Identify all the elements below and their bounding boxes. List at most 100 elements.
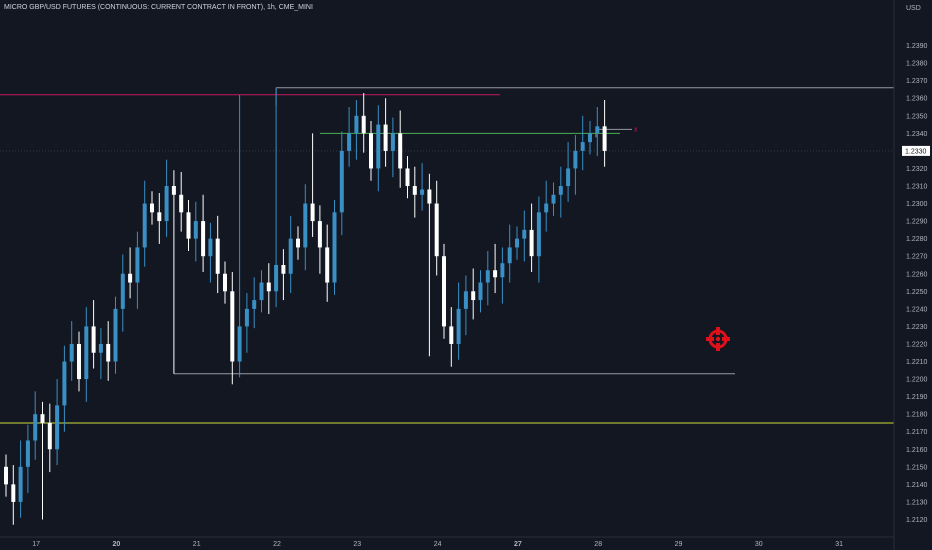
time-tick-label: 30 bbox=[755, 541, 763, 548]
candle-body bbox=[332, 212, 337, 283]
candle-body bbox=[529, 229, 534, 257]
price-tick-label: 1.2140 bbox=[906, 482, 928, 489]
time-tick-label: 23 bbox=[353, 541, 361, 548]
price-tick-label: 1.2350 bbox=[906, 113, 928, 120]
candle-body bbox=[120, 273, 125, 309]
price-tick-label: 1.2120 bbox=[906, 517, 928, 524]
price-tick-label: 1.2260 bbox=[906, 271, 928, 278]
candle-body bbox=[580, 142, 585, 151]
currency-label: USD bbox=[906, 5, 921, 12]
candle-body bbox=[507, 247, 512, 264]
candle-body bbox=[551, 194, 556, 204]
candle-body bbox=[106, 343, 111, 362]
candle-body bbox=[40, 414, 45, 423]
candle-body bbox=[361, 115, 366, 134]
price-tick-label: 1.2360 bbox=[906, 96, 928, 103]
candle-body bbox=[471, 291, 476, 301]
price-tick-label: 1.2240 bbox=[906, 306, 928, 313]
time-axis: 17 20 21 22 23 24 27 28 29 30 31 bbox=[32, 541, 843, 548]
price-tick-label: 1.2370 bbox=[906, 78, 928, 85]
candle-body bbox=[573, 150, 578, 169]
candle-body bbox=[602, 126, 607, 151]
time-tick-label: 17 bbox=[32, 541, 40, 548]
candle-body bbox=[69, 343, 74, 362]
horizontal-levels[interactable]: x bbox=[0, 87, 894, 424]
price-tick-label: 1.2300 bbox=[906, 201, 928, 208]
candle-body bbox=[62, 361, 67, 406]
time-tick-label: 21 bbox=[193, 541, 201, 548]
candle-body bbox=[420, 189, 425, 195]
price-tick-label: 1.2290 bbox=[906, 219, 928, 226]
price-tick-label: 1.2390 bbox=[906, 43, 928, 50]
candle-body bbox=[157, 212, 162, 222]
candle-body bbox=[485, 270, 490, 283]
candle-body bbox=[317, 221, 322, 248]
candle-body bbox=[113, 308, 118, 362]
price-tick-label: 1.2230 bbox=[906, 324, 928, 331]
candle-body bbox=[18, 466, 23, 502]
candle-body bbox=[515, 238, 519, 248]
candle-body bbox=[588, 133, 592, 143]
crosshair-icon[interactable] bbox=[706, 327, 730, 351]
candle-body bbox=[179, 194, 184, 213]
candle-body bbox=[463, 291, 468, 309]
candle-body bbox=[383, 124, 388, 151]
candle-body bbox=[339, 150, 344, 213]
current-price-tag: 1.2330 bbox=[902, 145, 930, 156]
candle-body bbox=[55, 405, 60, 450]
candle-body bbox=[237, 326, 242, 362]
candle-body bbox=[354, 115, 359, 134]
candle-body bbox=[449, 326, 454, 344]
price-tick-label: 1.2160 bbox=[906, 447, 928, 454]
candle-body bbox=[77, 343, 81, 380]
price-tick-label: 1.2340 bbox=[906, 131, 928, 138]
candle-body bbox=[135, 247, 140, 283]
candle-body bbox=[434, 203, 439, 257]
candle-body bbox=[369, 133, 373, 169]
annotation-x: x bbox=[634, 126, 638, 133]
price-tick-label: 1.2200 bbox=[906, 377, 928, 384]
time-tick-label: 20 bbox=[113, 541, 121, 548]
candle-body bbox=[186, 212, 191, 239]
candle-body bbox=[142, 203, 147, 248]
price-tick-label: 1.2150 bbox=[906, 464, 928, 471]
candle-body bbox=[288, 238, 293, 274]
candle-body bbox=[566, 168, 571, 186]
price-tick-label: 1.2320 bbox=[906, 166, 928, 173]
candle-body bbox=[522, 229, 527, 239]
candle-body bbox=[259, 282, 264, 301]
candle-body bbox=[456, 308, 461, 344]
price-tick-label: 1.2190 bbox=[906, 394, 928, 401]
candle-body bbox=[128, 273, 133, 283]
candle-body bbox=[150, 203, 154, 213]
time-tick-label: 24 bbox=[434, 541, 442, 548]
candle-body bbox=[201, 221, 206, 257]
candle-body bbox=[193, 221, 198, 239]
current-price-label: 1.2330 bbox=[905, 148, 927, 155]
price-tick-label: 1.2170 bbox=[906, 429, 928, 436]
candle-body bbox=[405, 168, 410, 186]
time-tick-label: 22 bbox=[273, 541, 281, 548]
candle-body bbox=[215, 238, 220, 274]
time-tick-label: 31 bbox=[835, 541, 843, 548]
candle-body bbox=[33, 414, 38, 441]
price-tick-label: 1.2210 bbox=[906, 359, 928, 366]
price-tick-label: 1.2280 bbox=[906, 236, 928, 243]
price-tick-label: 1.2180 bbox=[906, 412, 928, 419]
candle-body bbox=[427, 189, 432, 204]
candle-body bbox=[412, 186, 417, 195]
candle-body bbox=[558, 186, 563, 195]
candle-body bbox=[11, 484, 16, 502]
candle-body bbox=[98, 343, 103, 353]
candle-body bbox=[310, 203, 315, 222]
price-tick-label: 1.2130 bbox=[906, 499, 928, 506]
candle-body bbox=[266, 282, 271, 292]
candle-body bbox=[544, 203, 549, 213]
candle-body bbox=[252, 300, 257, 309]
chart-title: MICRO GBP/USD FUTURES (CONTINUOUS: CURRE… bbox=[4, 4, 313, 11]
candle-body bbox=[84, 326, 89, 380]
candle-body bbox=[390, 133, 395, 151]
candle-body bbox=[4, 466, 8, 485]
